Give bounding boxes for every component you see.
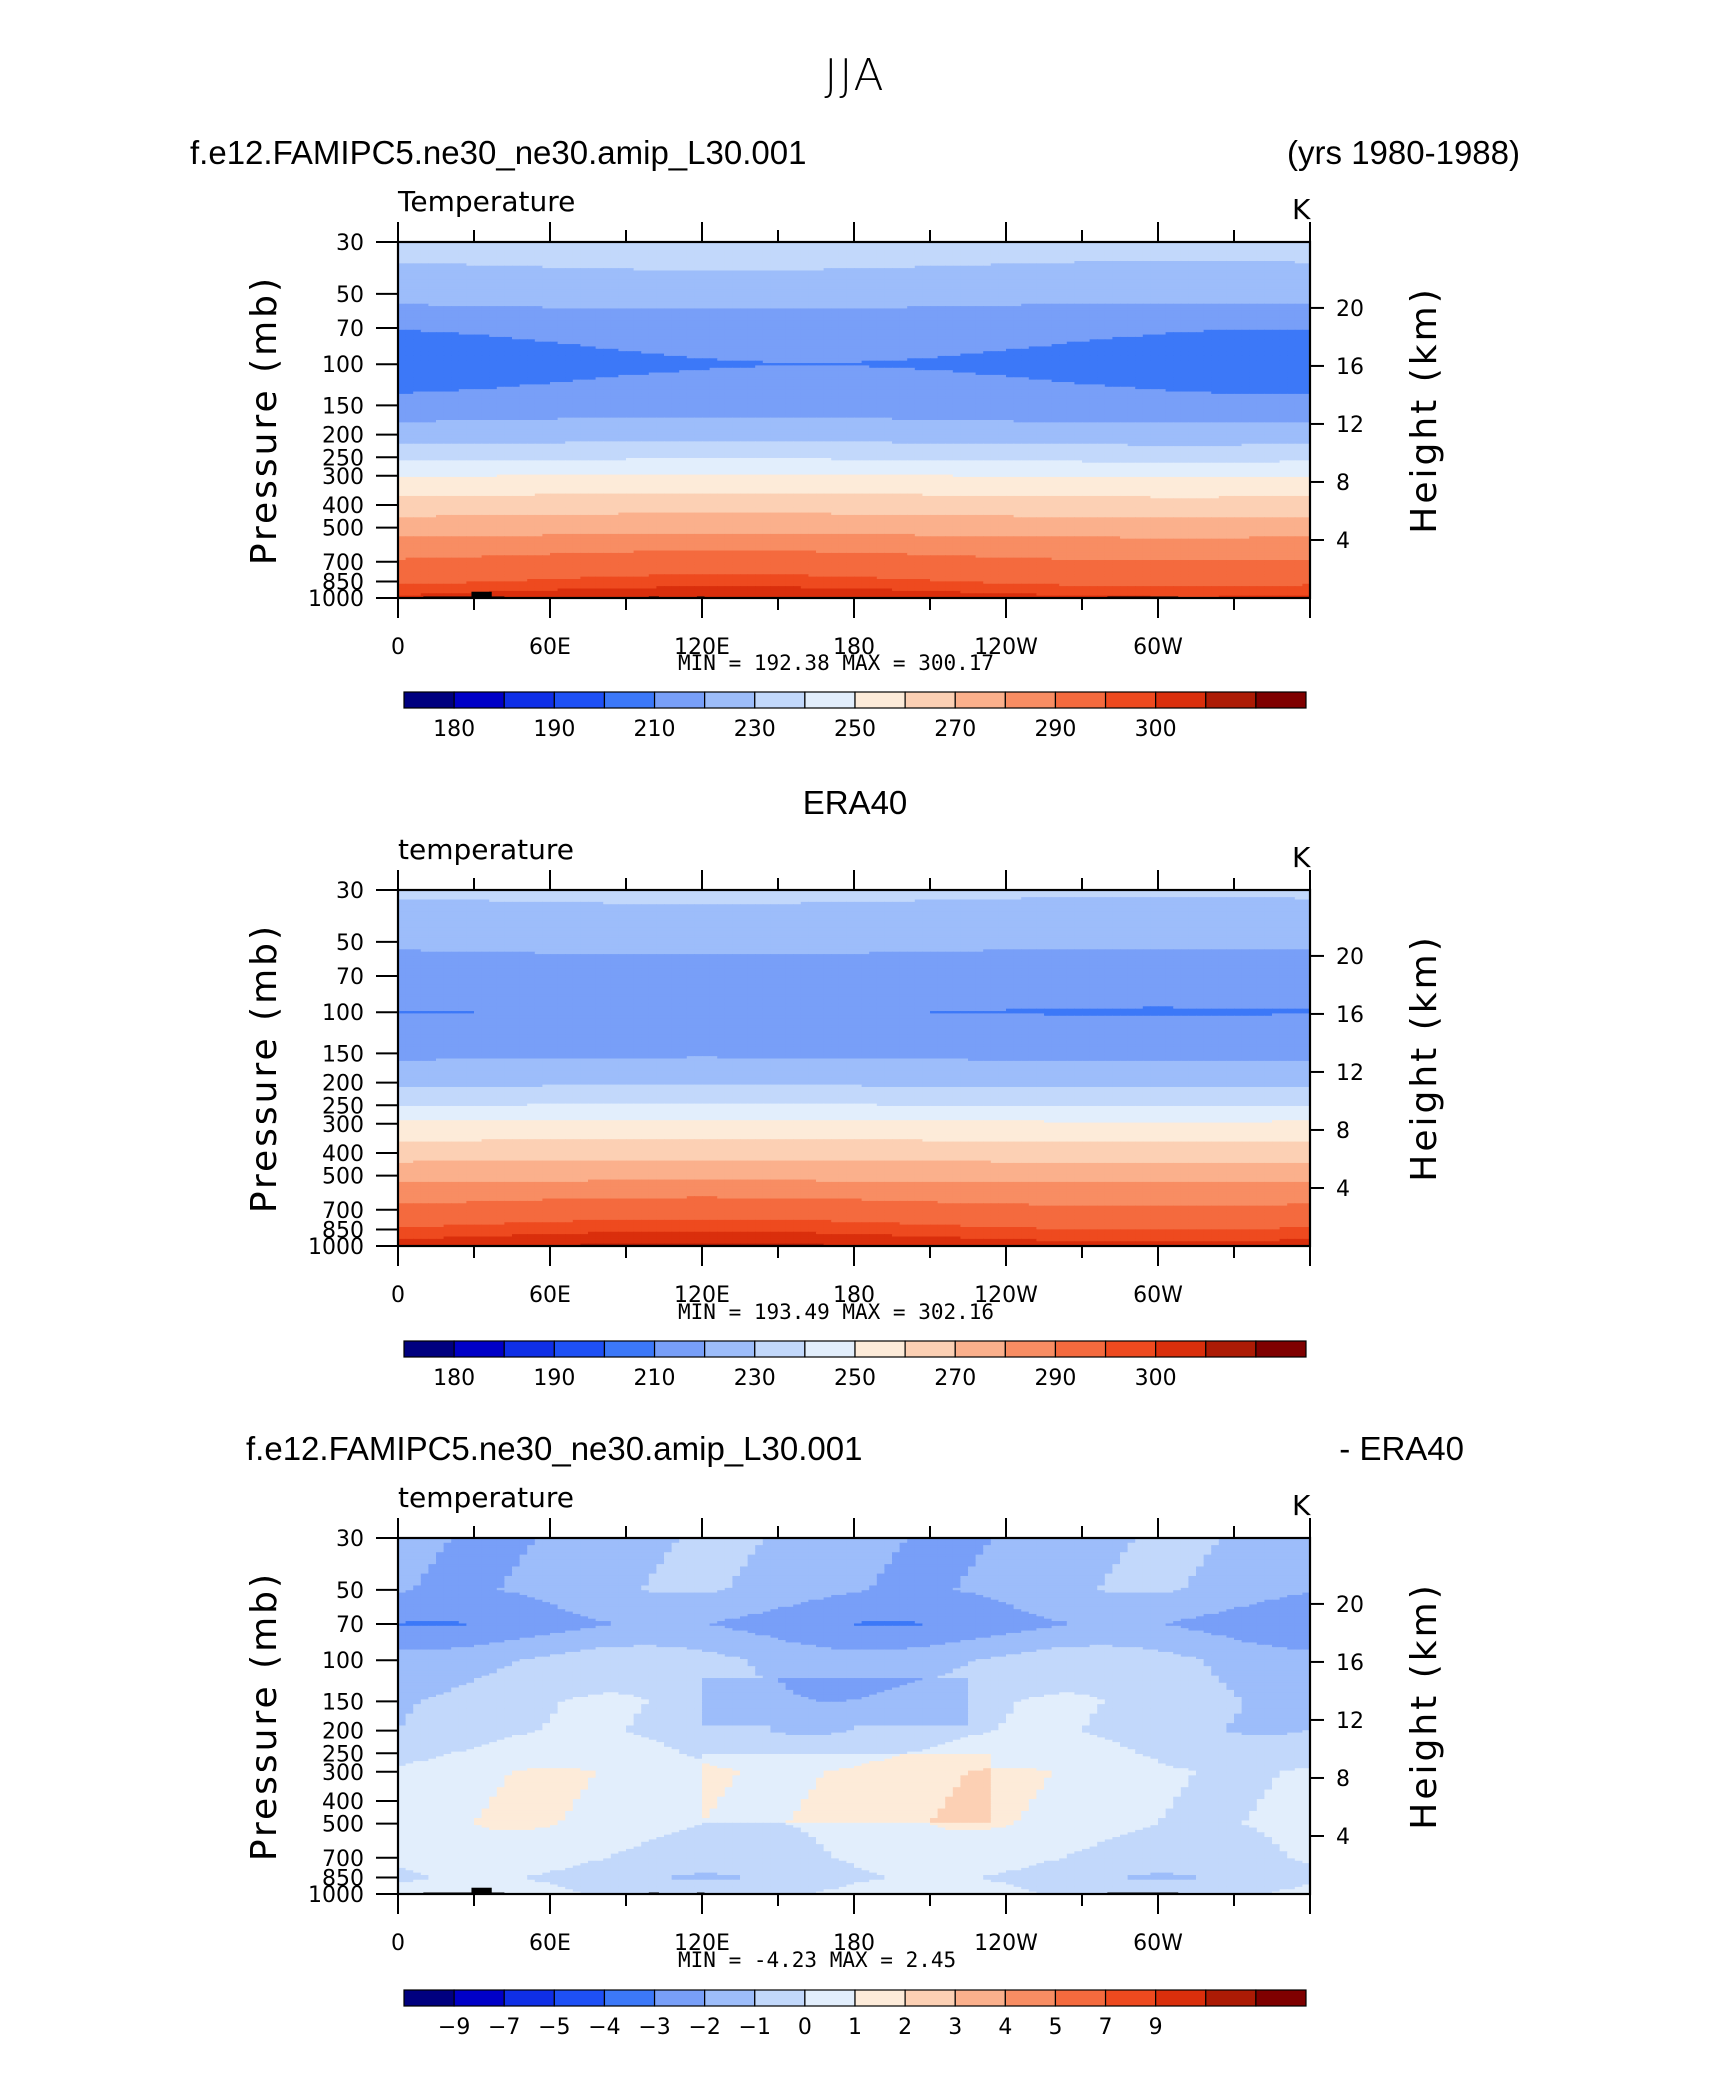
panel1-contour-field xyxy=(398,242,1311,599)
